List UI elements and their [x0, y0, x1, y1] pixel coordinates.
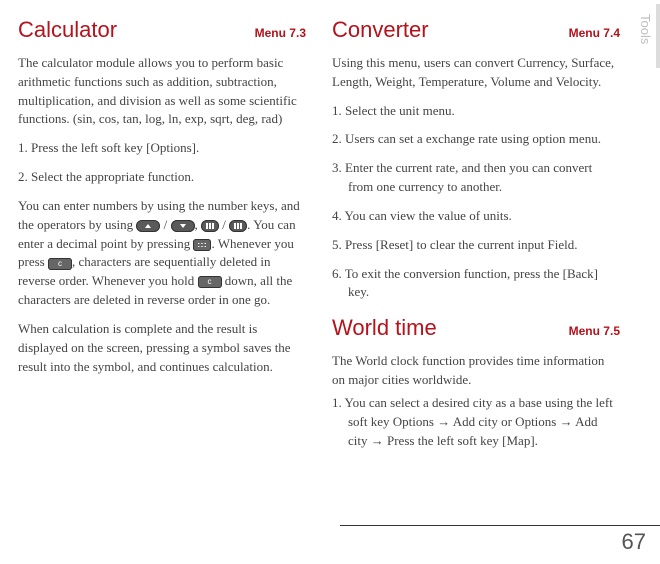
- calculator-menu-ref: Menu 7.3: [255, 25, 306, 42]
- list-item: 3. Enter the current rate, and then you …: [332, 159, 620, 197]
- nav-up-key-icon: [136, 220, 160, 232]
- calculator-result-note: When calculation is complete and the res…: [18, 320, 306, 377]
- worldtime-title: World time: [332, 312, 437, 344]
- worldtime-intro: The World clock function provides time i…: [332, 352, 620, 390]
- nav-right-key-icon: [229, 220, 247, 232]
- converter-steps: 1. Select the unit menu. 2. Users can se…: [332, 102, 620, 303]
- list-item: 2. Users can set a exchange rate using o…: [332, 130, 620, 149]
- page-number: 67: [622, 526, 646, 558]
- text-fragment: /: [160, 217, 170, 232]
- list-item: 1. Select the unit menu.: [332, 102, 620, 121]
- converter-heading: Converter Menu 7.4: [332, 14, 620, 46]
- calculator-usage: You can enter numbers by using the numbe…: [18, 197, 306, 310]
- side-tab-tools: Tools: [633, 4, 660, 68]
- calculator-step-1: 1. Press the left soft key [Options].: [18, 139, 306, 158]
- list-item: 1. You can select a desired city as a ba…: [332, 394, 620, 451]
- converter-menu-ref: Menu 7.4: [569, 25, 620, 42]
- right-column: Converter Menu 7.4 Using this menu, user…: [332, 8, 620, 564]
- footer-rule: [340, 525, 660, 526]
- worldtime-steps: 1. You can select a desired city as a ba…: [332, 394, 620, 451]
- clear-key-icon: [198, 276, 222, 288]
- worldtime-menu-ref: Menu 7.5: [569, 323, 620, 340]
- worldtime-heading: World time Menu 7.5: [332, 312, 620, 344]
- list-item: 4. You can view the value of units.: [332, 207, 620, 226]
- nav-down-key-icon: [171, 220, 195, 232]
- list-item: 6. To exit the conversion function, pres…: [332, 265, 620, 303]
- converter-intro: Using this menu, users can convert Curre…: [332, 54, 620, 92]
- calculator-step-2: 2. Select the appropriate function.: [18, 168, 306, 187]
- calculator-intro: The calculator module allows you to perf…: [18, 54, 306, 129]
- calculator-heading: Calculator Menu 7.3: [18, 14, 306, 46]
- text-fragment: /: [219, 217, 229, 232]
- list-item: 5. Press [Reset] to clear the current in…: [332, 236, 620, 255]
- keypad-icon: [193, 239, 211, 251]
- left-column: Calculator Menu 7.3 The calculator modul…: [18, 8, 306, 564]
- page-body: Calculator Menu 7.3 The calculator modul…: [0, 0, 660, 564]
- clear-key-icon: [48, 258, 72, 270]
- calculator-title: Calculator: [18, 14, 117, 46]
- nav-left-key-icon: [201, 220, 219, 232]
- converter-title: Converter: [332, 14, 429, 46]
